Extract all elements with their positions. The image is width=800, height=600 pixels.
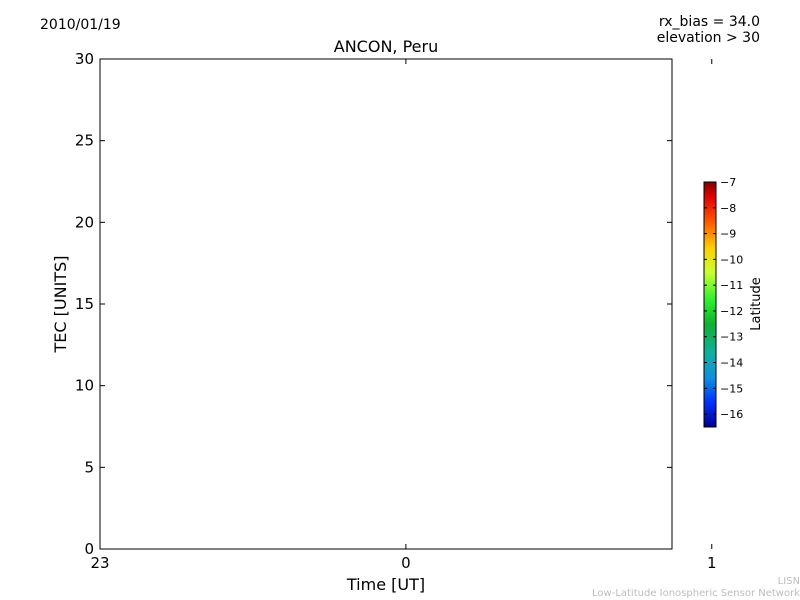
x-tick-label: 0 <box>401 554 411 572</box>
y-tick-label: 20 <box>75 213 94 231</box>
chart-title: ANCON, Peru <box>333 37 439 56</box>
x-tick-label: 23 <box>90 554 109 572</box>
colorbar-tick-label: −10 <box>720 253 743 266</box>
x-tick-label: 1 <box>707 554 717 572</box>
plot-area <box>99 58 673 550</box>
colorbar-gradient <box>703 181 717 428</box>
colorbar-tick-label: −13 <box>720 331 743 344</box>
colorbar-tick-label: −16 <box>720 408 743 421</box>
y-tick-label: 25 <box>75 132 94 150</box>
colorbar-tick-label: −12 <box>720 305 743 318</box>
colorbar-tick-label: −11 <box>720 279 743 292</box>
y-tick-label: 10 <box>75 377 94 395</box>
colorbar-tick-label: −7 <box>720 176 736 189</box>
colorbar-tick-label: −9 <box>720 228 736 241</box>
y-tick-label: 15 <box>75 295 94 313</box>
y-axis: 0 5 10 15 20 25 30 <box>75 50 672 558</box>
colorbar-tick-label: −15 <box>720 382 743 395</box>
y-tick-label: 0 <box>84 540 94 558</box>
colorbar-tick-label: −14 <box>720 357 743 370</box>
footer-lisn: LISN <box>777 576 800 587</box>
colorbar: −7 −8 −9 −10 −11 −12 −13 −14 −15 −16 Latitude <box>703 176 764 428</box>
rx-bias-label: rx_bias = 34.0 <box>658 14 760 30</box>
footer-network: Low-Latitude Ionospheric Sensor Network <box>592 588 800 599</box>
x-axis-label: Time [UT] <box>346 575 425 594</box>
colorbar-label: Latitude <box>749 277 764 331</box>
elevation-label: elevation > 30 <box>656 30 760 46</box>
x-axis: 23012345678910111213141516171819202122 <box>90 59 717 572</box>
y-axis-label: TEC [UNITS] <box>51 256 70 354</box>
y-tick-label: 5 <box>84 458 94 476</box>
y-tick-label: 30 <box>75 50 94 68</box>
colorbar-tick-label: −8 <box>720 202 736 215</box>
date-label: 2010/01/19 <box>40 17 121 33</box>
filter-info: rx_bias = 34.0 elevation > 30 <box>657 14 760 46</box>
